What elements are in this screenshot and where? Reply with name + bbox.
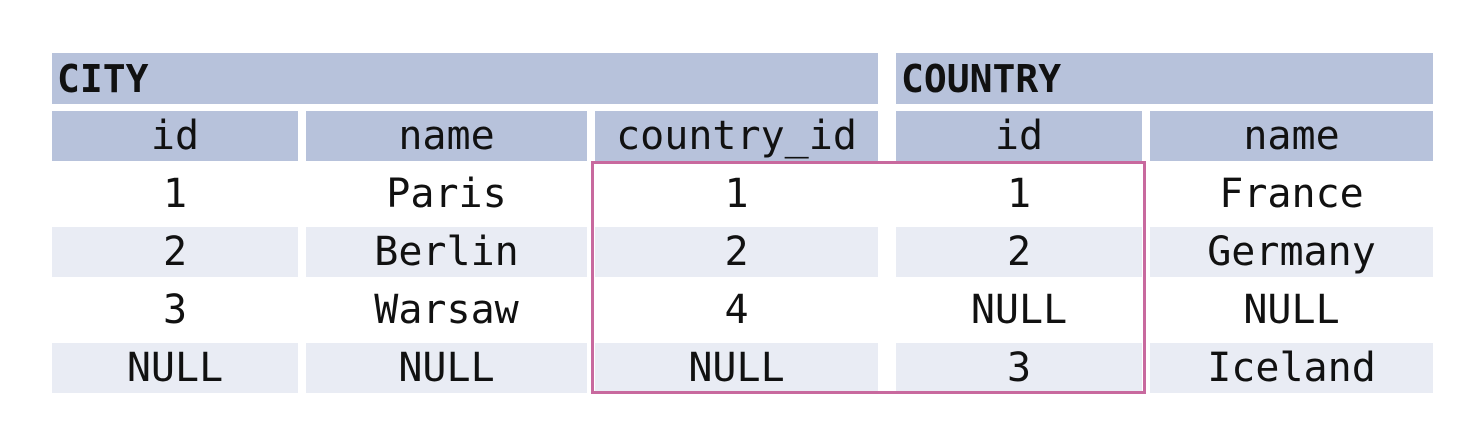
country-header-name: name [1150,111,1433,161]
city-row-3-country-id: 4 [595,285,878,335]
city-header-country-id: country_id [595,111,878,161]
city-row-2-name: Berlin [306,227,587,277]
city-row-3-name: Warsaw [306,285,587,335]
country-row-4-id: 3 [896,343,1142,393]
country-row-2-name: Germany [1150,227,1433,277]
country-row-3-id: NULL [896,285,1142,335]
country-header-id: id [896,111,1142,161]
city-row-3-id: 3 [52,285,298,335]
city-row-2-country-id: 2 [595,227,878,277]
city-table-title: CITY [52,53,878,104]
city-row-2-id: 2 [52,227,298,277]
country-row-2-id: 2 [896,227,1142,277]
city-row-4-id: NULL [52,343,298,393]
city-row-1-name: Paris [306,169,587,219]
country-row-3-name: NULL [1150,285,1433,335]
country-row-4-name: Iceland [1150,343,1433,393]
country-table-title: COUNTRY [896,53,1433,104]
city-row-1-id: 1 [52,169,298,219]
country-row-1-id: 1 [896,169,1142,219]
city-header-name: name [306,111,587,161]
city-row-4-name: NULL [306,343,587,393]
city-row-1-country-id: 1 [595,169,878,219]
country-row-1-name: France [1150,169,1433,219]
city-row-4-country-id: NULL [595,343,878,393]
city-header-id: id [52,111,298,161]
